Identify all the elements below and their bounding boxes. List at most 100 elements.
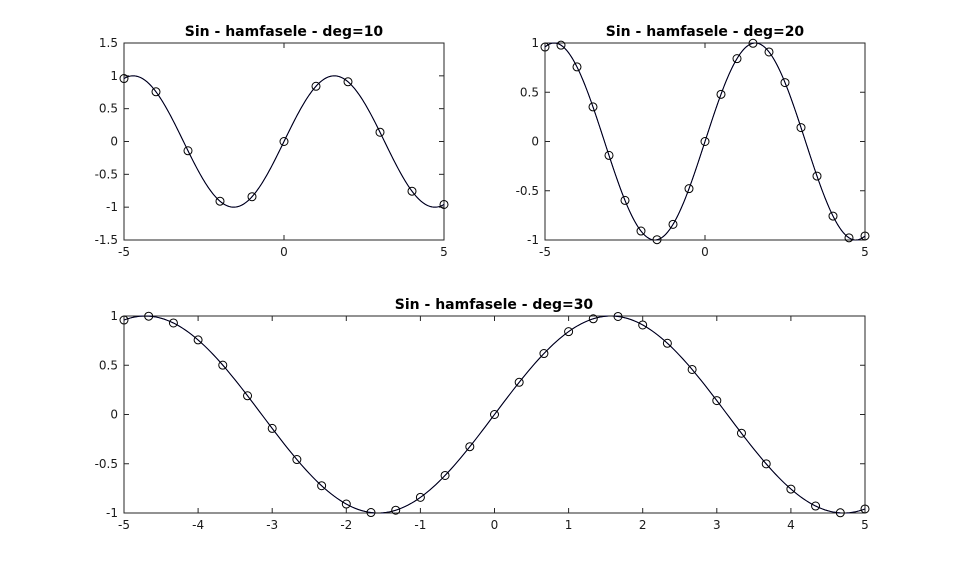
tick-marks (123, 315, 866, 514)
sample-point (415, 492, 425, 502)
sample-point (620, 195, 630, 205)
sample-point (407, 186, 417, 196)
subplot-title: Sin - hamfasele - deg=20 (606, 24, 805, 40)
plot-area (119, 74, 449, 209)
sample-point (828, 211, 838, 221)
x-tick-label: -5 (118, 245, 130, 259)
reference-curve (544, 42, 866, 241)
sample-point (556, 40, 566, 50)
x-tick-label: 3 (713, 518, 721, 532)
sample-point (193, 335, 203, 345)
subplot-deg10: -5 0 5 1.5 1 0.5 0 -0.5 -1 -1.5 Sin - hamfasele -… (95, 24, 449, 259)
sample-point (613, 311, 623, 321)
x-tick-label: 2 (639, 518, 647, 532)
sample-point (811, 501, 821, 511)
y-tick-label: 0.5 (99, 358, 118, 372)
tick-labels: -5 0 5 1 0.5 0 -0.5 -1 (516, 36, 869, 259)
sample-point (712, 396, 722, 406)
sample-point (540, 42, 550, 52)
sample-point (636, 226, 646, 236)
sample-point (317, 481, 327, 491)
x-tick-label: 5 (440, 245, 448, 259)
x-tick-label: -4 (192, 518, 204, 532)
x-tick-label: -3 (266, 518, 278, 532)
reference-curve (123, 315, 866, 514)
sample-point (860, 231, 870, 241)
sample-point (119, 74, 129, 84)
sample-point (748, 38, 758, 48)
sample-point (168, 318, 178, 328)
sample-point (440, 470, 450, 480)
sample-point (366, 508, 376, 518)
x-tick-label: -5 (118, 518, 130, 532)
reference-curve (123, 75, 445, 208)
y-tick-label: 0 (110, 135, 118, 149)
tick-labels: -5 0 5 1.5 1 0.5 0 -0.5 -1 -1.5 (95, 36, 448, 259)
sample-point (588, 102, 598, 112)
x-tick-label: 1 (565, 518, 573, 532)
plot-area (119, 311, 870, 518)
subplot-title: Sin - hamfasele - deg=30 (395, 297, 594, 313)
sample-point (183, 146, 193, 156)
x-tick-label: -5 (539, 245, 551, 259)
sample-point (218, 360, 228, 370)
sample-point (638, 320, 648, 330)
sample-point (687, 364, 697, 374)
sample-point (279, 137, 289, 146)
x-tick-label: -2 (340, 518, 352, 532)
sample-point (684, 184, 694, 194)
y-tick-label: 0.5 (520, 85, 539, 99)
sample-point (860, 504, 870, 514)
sample-point (243, 391, 253, 401)
y-tick-label: -1.5 (95, 233, 118, 247)
sample-point (668, 219, 678, 229)
sample-point (391, 505, 401, 515)
y-tick-label: -1 (527, 233, 539, 247)
x-tick-label: -1 (414, 518, 426, 532)
sample-point (764, 47, 774, 57)
sample-point (780, 78, 790, 88)
tick-marks (544, 42, 866, 241)
sample-point (144, 311, 154, 321)
sample-point (539, 349, 549, 359)
y-tick-label: 0 (110, 408, 118, 422)
sample-point (311, 81, 321, 91)
tick-labels: -5 -4 -3 -2 -1 0 1 2 3 4 5 1 0.5 0 -0.5 -1 (95, 309, 869, 532)
plot-area (540, 38, 870, 245)
x-tick-label: 5 (861, 245, 869, 259)
sample-point (761, 459, 771, 469)
y-tick-label: -0.5 (95, 167, 118, 181)
sample-point (119, 315, 129, 325)
x-tick-label: 0 (701, 245, 709, 259)
sample-point (465, 442, 475, 452)
sample-point (514, 377, 524, 387)
sample-point (151, 87, 161, 97)
sample-point (490, 410, 499, 419)
sample-point (247, 192, 257, 202)
sample-point (700, 137, 710, 146)
sample-point (572, 62, 582, 72)
y-tick-label: 1 (110, 69, 118, 83)
sample-point (835, 508, 845, 518)
sample-point (343, 77, 353, 87)
sample-point (736, 428, 746, 438)
sample-point (292, 455, 302, 465)
y-tick-label: -0.5 (516, 184, 539, 198)
sample-point (732, 54, 742, 64)
sample-point (375, 127, 385, 137)
x-tick-label: 0 (280, 245, 288, 259)
subplot-deg30: -5 -4 -3 -2 -1 0 1 2 3 4 5 1 0.5 0 -0.5 -1 Sin - hamfas… (95, 297, 870, 532)
y-tick-label: -1 (106, 506, 118, 520)
sample-point (439, 199, 449, 209)
y-tick-label: 1 (531, 36, 539, 50)
sample-point (652, 235, 662, 245)
x-tick-label: 0 (491, 518, 499, 532)
y-tick-label: 1 (110, 309, 118, 323)
sample-point (215, 196, 225, 206)
sample-point (267, 423, 277, 433)
x-tick-label: 5 (861, 518, 869, 532)
sample-point (662, 338, 672, 348)
y-tick-label: 0 (531, 135, 539, 149)
sample-point (844, 233, 854, 243)
